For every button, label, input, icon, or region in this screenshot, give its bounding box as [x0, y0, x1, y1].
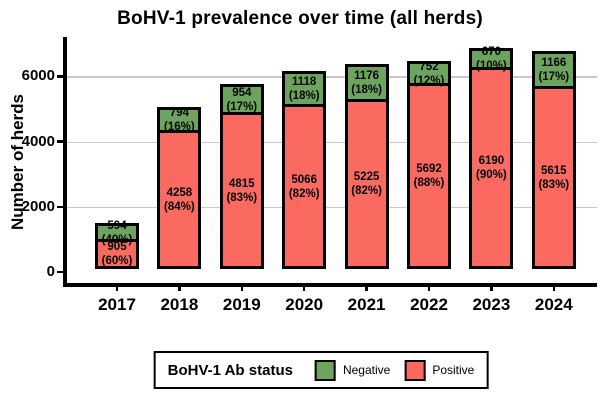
- bar-segment-negative: 954 (17%): [219, 84, 264, 115]
- y-tick-mark: [57, 75, 63, 78]
- x-tick-mark: [115, 287, 119, 291]
- bar-value-label: 1176 (18%): [351, 70, 382, 96]
- bar-segment-positive: 6190 (90%): [469, 67, 514, 269]
- bar-2017: 594 (40%) 905 (60%): [95, 220, 139, 269]
- x-tick-label-2023: 2023: [472, 295, 511, 314]
- bar-segment-negative: 1118 (18%): [282, 71, 327, 107]
- x-axis-line: [63, 283, 597, 287]
- y-tick-label: 0: [46, 263, 55, 280]
- legend-items: Negative Positive: [301, 359, 475, 381]
- bar-2020: 1118 (18%) 5066 (82%): [282, 71, 327, 269]
- bar-value-label: 5225 (82%): [351, 171, 382, 197]
- bar-value-label: 6190 (90%): [476, 155, 507, 181]
- y-tick-mark: [57, 270, 63, 274]
- legend-label: Positive: [432, 363, 475, 377]
- bar-segment-positive: 4815 (83%): [219, 112, 264, 269]
- gridline-4000: [67, 141, 597, 144]
- legend-item-positive: Positive: [404, 359, 475, 381]
- legend-title: BoHV-1 Ab status: [167, 361, 293, 379]
- x-tick-mark: [302, 287, 306, 291]
- x-tick-mark: [490, 287, 493, 291]
- bar-2019: 954 (17%) 4815 (83%): [219, 84, 264, 269]
- x-tick-mark: [552, 287, 556, 291]
- bar-value-label: 5066 (82%): [288, 173, 320, 200]
- bar-value-label: 1166 (17%): [538, 57, 570, 83]
- bar-segment-positive: 5066 (82%): [282, 104, 327, 269]
- x-tick-label-2019: 2019: [222, 295, 261, 314]
- gridline-6000: [67, 76, 597, 78]
- x-tick-mark: [178, 287, 181, 291]
- chart-title: BoHV-1 prevalence over time (all herds): [117, 8, 483, 29]
- legend-swatch-positive: [404, 359, 426, 381]
- x-tick-mark: [240, 287, 244, 291]
- bar-segment-positive: 5615 (83%): [531, 86, 576, 269]
- bar-2023: 670 (10%) 6190 (90%): [469, 46, 514, 269]
- bar-value-label: 4815 (83%): [226, 177, 258, 204]
- bar-value-label: 5692 (88%): [413, 163, 445, 189]
- bar-segment-positive: 5692 (88%): [407, 83, 451, 269]
- x-tick-label-2017: 2017: [98, 295, 136, 314]
- x-tick-label-2020: 2020: [285, 295, 324, 314]
- y-tick-label: 6000: [21, 67, 55, 85]
- y-tick-label: 4000: [21, 132, 55, 150]
- bar-value-label: 752 (12%): [413, 60, 445, 87]
- x-tick-label-2018: 2018: [160, 295, 199, 314]
- bar-value-label: 1118 (18%): [288, 76, 320, 102]
- legend: BoHV-1 Ab status Negative Positive: [153, 351, 489, 389]
- legend-swatch-negative: [314, 359, 336, 381]
- y-tick-mark: [57, 205, 63, 209]
- bar-value-label: 5615 (83%): [538, 164, 570, 191]
- bar-segment-negative: 670 (10%): [469, 46, 514, 72]
- bar-value-label: 670 (10%): [476, 46, 507, 72]
- x-tick-mark: [365, 287, 368, 291]
- bar-segment-negative: 794 (16%): [157, 107, 202, 133]
- bar-value-label: 594 (40%): [101, 219, 133, 246]
- y-axis-line: [63, 37, 67, 287]
- bar-segment-negative: 594 (40%): [95, 220, 139, 246]
- bar-2024: 1166 (17%) 5615 (83%): [531, 51, 576, 269]
- bar-segment-negative: 1166 (17%): [531, 51, 576, 89]
- x-tick-mark: [427, 287, 431, 291]
- bar-segment-positive: 905 (60%): [95, 239, 139, 269]
- y-tick-mark: [57, 140, 63, 143]
- legend-item-negative: Negative: [314, 359, 391, 381]
- bar-2018: 794 (16%) 4258 (84%): [157, 107, 202, 269]
- bar-segment-positive: 5225 (82%): [344, 99, 389, 269]
- bar-value-label: 4258 (84%): [164, 186, 195, 213]
- x-tick-label-2022: 2022: [410, 295, 448, 314]
- bar-value-label: 954 (17%): [226, 86, 258, 113]
- bar-2022: 752 (12%) 5692 (88%): [407, 61, 451, 269]
- bar-2021: 1176 (18%) 5225 (82%): [344, 64, 389, 269]
- x-tick-label-2021: 2021: [347, 295, 386, 314]
- bar-value-label: 794 (16%): [164, 107, 195, 133]
- y-tick-label: 2000: [21, 197, 55, 215]
- x-tick-label-2024: 2024: [534, 295, 573, 314]
- bar-value-label: 905 (60%): [101, 241, 133, 267]
- bar-segment-negative: 1176 (18%): [344, 64, 389, 102]
- bar-segment-negative: 752 (12%): [407, 60, 451, 87]
- gridline-2000: [67, 206, 597, 209]
- legend-label: Negative: [342, 363, 391, 377]
- bar-segment-positive: 4258 (84%): [157, 130, 202, 269]
